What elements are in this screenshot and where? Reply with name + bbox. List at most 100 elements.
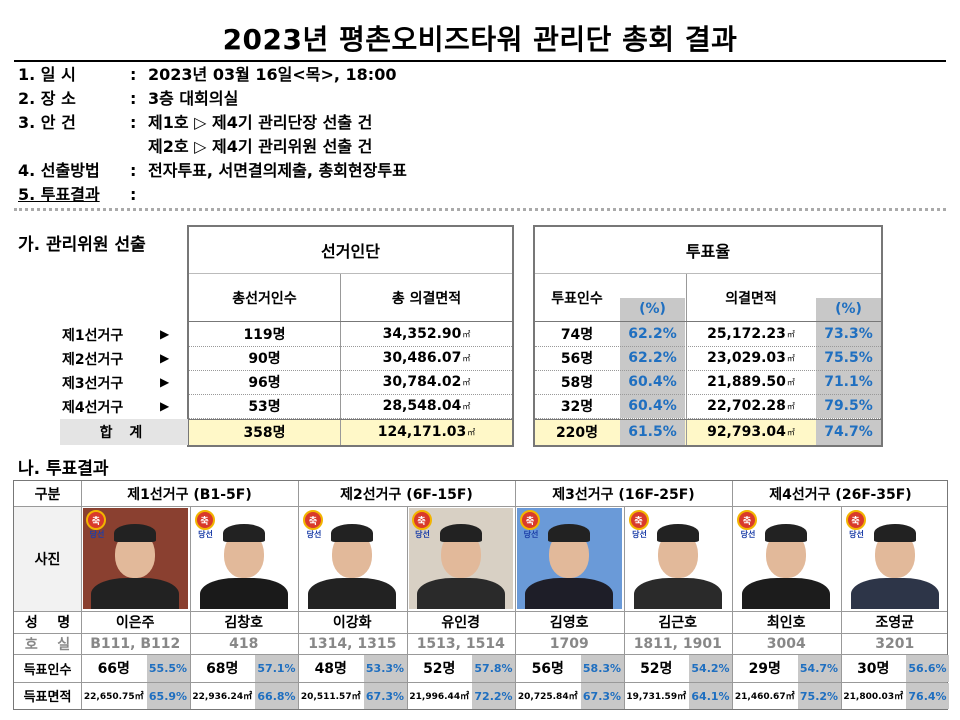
table-divider	[686, 273, 687, 445]
candidate-votes-pct: 54.7%	[797, 655, 841, 682]
badge-text: 당선	[415, 530, 430, 539]
row-divider	[189, 418, 512, 419]
candidate-area-pct: 66.8%	[255, 683, 298, 709]
row-divider	[535, 346, 881, 347]
candidate-name: 김근호	[658, 615, 698, 631]
cell-area: 28,548.04 ㎡	[382, 398, 471, 414]
shoulders-shape	[416, 578, 505, 609]
info-line: 5. 투표결과:	[18, 184, 148, 206]
unit-label: ㎡	[786, 401, 795, 411]
grid-line	[732, 481, 733, 709]
grid-line	[406, 506, 408, 709]
info-line: 제2호 ▷ 제4기 관리위원 선출 건	[18, 136, 372, 158]
badge-circle: 축	[737, 510, 757, 530]
candidate-votes: 68명	[206, 661, 239, 677]
badge-text: 당선	[849, 530, 864, 539]
total-turnout-pct: 61.5%	[620, 419, 685, 445]
candidate-name: 최인호	[766, 615, 806, 631]
info-value: 제2호 ▷ 제4기 관리위원 선출 건	[148, 137, 373, 156]
grid-line	[14, 611, 947, 612]
unit-label: ㎡	[786, 353, 795, 363]
arrow-icon: ▶	[160, 351, 170, 365]
photo-label-bg	[14, 506, 81, 611]
corner-label: 구분	[34, 486, 61, 503]
info-colon: :	[130, 185, 137, 204]
section-heading-results: 나. 투표결과	[18, 459, 109, 479]
candidate-area: 22,936.24㎡	[192, 692, 253, 702]
district-row-label: 제3선거구	[62, 376, 124, 392]
district-row-label: 제4선거구	[62, 400, 124, 416]
total-area: 124,171.03 ㎡	[377, 424, 476, 440]
candidate-name: 유인경	[441, 615, 481, 631]
candidate-area-pct: 75.2%	[797, 683, 841, 709]
candidate-room: 1513, 1514	[416, 635, 505, 652]
table-divider	[340, 273, 341, 445]
candidate-room: B111, B112	[90, 635, 181, 652]
candidate-votes: 52명	[423, 661, 456, 677]
candidate-votes: 48명	[314, 661, 347, 677]
info-key: 2. 장 소	[18, 89, 76, 108]
candidate-votes: 30명	[857, 661, 890, 677]
candidate-votes-pct: 57.8%	[472, 655, 515, 682]
candidate-area: 21,800.03㎡	[843, 692, 904, 702]
group-header-electorate: 선거인단	[321, 242, 380, 261]
hair-shape	[331, 524, 374, 542]
table-divider	[535, 273, 881, 274]
candidate-name: 김영호	[549, 615, 589, 631]
row-divider	[189, 346, 512, 347]
candidate-photo: 축 당선	[842, 508, 947, 609]
district-header: 제1선거구 (B1-5F)	[127, 486, 252, 503]
candidate-photo: 축 당선	[517, 508, 622, 609]
col-header-area-pct: (%)	[816, 298, 881, 320]
candidate-photo: 축 당선	[625, 508, 730, 609]
winner-badge-icon: 축 당선	[86, 510, 106, 540]
unit-label: ㎡	[462, 401, 471, 411]
info-key: 5. 투표결과	[18, 185, 100, 204]
info-colon: :	[130, 161, 137, 180]
table-divider	[686, 419, 687, 445]
cell-turnout-pct: 62.2%	[628, 326, 677, 342]
cell-area: 30,486.07 ㎡	[382, 350, 471, 366]
cell-voted-area: 22,702.28 ㎡	[707, 398, 795, 414]
arrow-icon: ▶	[160, 399, 170, 413]
row-label-name: 성 명	[24, 615, 71, 631]
badge-text: 당선	[89, 530, 105, 539]
candidate-votes-pct: 58.3%	[580, 655, 624, 682]
winner-badge-icon: 축 당선	[303, 510, 323, 540]
candidate-votes-pct: 54.2%	[689, 655, 732, 682]
district-header: 제3선거구 (16F-25F)	[552, 486, 695, 503]
total-label: 합 계	[99, 425, 149, 441]
unit-label: ㎡	[467, 427, 476, 437]
arrow-icon: ▶	[160, 327, 170, 341]
hair-shape	[439, 524, 482, 542]
col-header-turnout-pct: (%)	[620, 298, 685, 320]
candidate-area: 21,460.67㎡	[734, 692, 795, 702]
cell-area-pct: 79.5%	[824, 398, 873, 414]
cell-area-pct: 71.1%	[824, 374, 873, 390]
info-key: 4. 선출방법	[18, 161, 100, 180]
candidate-area-pct: 72.2%	[472, 683, 515, 709]
row-divider	[535, 370, 881, 371]
electorate-table	[187, 225, 514, 447]
total-voters: 358명	[243, 425, 286, 441]
info-line: 3. 안 건: 제1호 ▷ 제4기 관리단장 선출 건	[18, 112, 372, 134]
candidate-votes-pct: 57.1%	[255, 655, 298, 682]
candidate-name: 이은주	[115, 615, 155, 631]
shoulders-shape	[308, 578, 397, 609]
candidate-votes: 66명	[97, 661, 130, 677]
info-line: 1. 일 시:2023년 03월 16일<목>, 18:00	[18, 64, 396, 86]
grid-line	[515, 481, 516, 709]
hair-shape	[656, 524, 699, 542]
badge-circle: 축	[303, 510, 323, 530]
title-divider	[14, 60, 946, 62]
cell-turnout: 74명	[560, 327, 594, 343]
col-header-turnout: 투표인수	[551, 291, 603, 307]
candidate-area: 19,731.59㎡	[626, 692, 687, 702]
badge-circle: 축	[628, 510, 649, 530]
cell-turnout-pct: 60.4%	[628, 374, 677, 390]
section-heading-committee: 가. 관리위원 선출	[18, 235, 146, 255]
row-divider	[535, 418, 881, 419]
row-label-votes: 득표인수	[23, 662, 72, 678]
cell-voted-area: 23,029.03 ㎡	[707, 350, 795, 366]
candidate-area-pct: 67.3%	[363, 683, 407, 709]
